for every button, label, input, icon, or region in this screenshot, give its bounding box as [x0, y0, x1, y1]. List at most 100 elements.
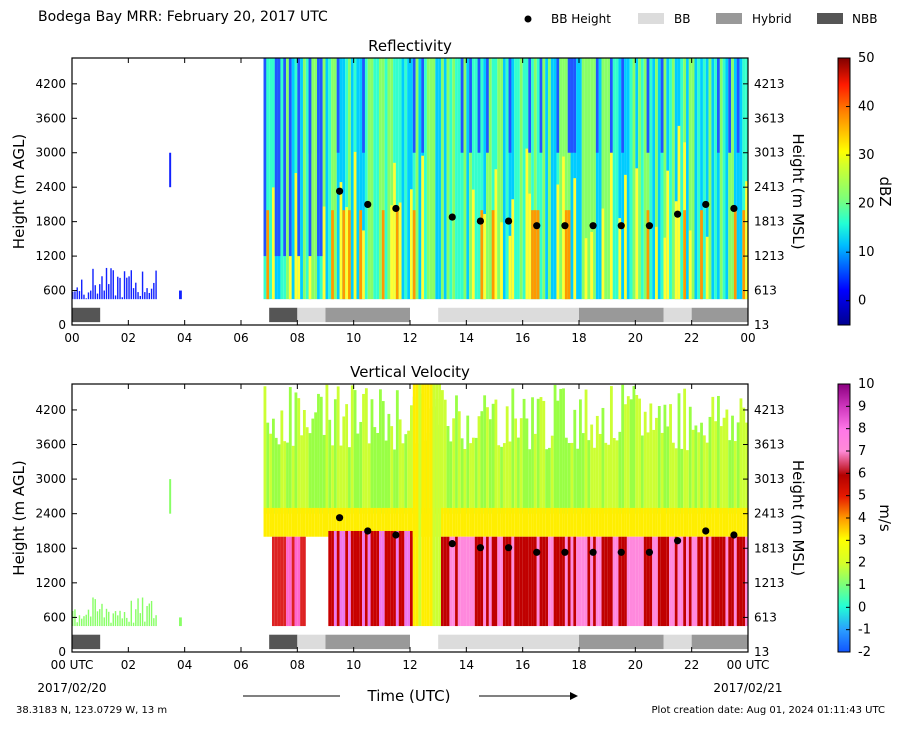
- refl-y-tick-label-right: 4213: [754, 77, 785, 91]
- station-location: 38.3183 N, 123.0729 W, 13 m: [16, 705, 168, 716]
- refl-y-tick-label: 2400: [35, 180, 66, 194]
- vel-y-tick-label: 0: [58, 645, 66, 659]
- refl-y-tick-label: 3000: [35, 146, 66, 160]
- date-start-label: 2017/02/20: [37, 681, 106, 695]
- vel-x-tick-label: 22: [684, 658, 699, 672]
- vel-bb-height-point: [645, 548, 654, 556]
- refl-bb-height-point: [364, 200, 372, 209]
- legend-bb-swatch: [638, 13, 664, 24]
- vel-bb-height-point: [702, 527, 710, 535]
- vel-y-axis-label: Height (m AGL): [10, 460, 28, 575]
- refl-bb-height-point: [730, 204, 738, 213]
- refl-x-tick-label: 16: [515, 331, 530, 345]
- refl-x-tick-label: 00: [64, 331, 79, 345]
- vel-panel-title: Vertical Velocity: [350, 363, 470, 381]
- vel-y-tick-label-right: 1813: [754, 541, 785, 555]
- vel-precip-segment-bb: [297, 634, 326, 650]
- vel-y-tick-label-right: 613: [754, 610, 777, 624]
- refl-y-tick-label: 1200: [35, 249, 66, 263]
- refl-precip-segment-hybrid: [691, 307, 748, 323]
- vel-x-tick-label: 14: [459, 658, 474, 672]
- refl-colorbar-tick-label: 30: [858, 148, 875, 163]
- refl-colorbar-tick-label: 0: [858, 294, 866, 309]
- refl-colorbar-tick-label: 20: [858, 197, 875, 212]
- refl-x-tick-label: 04: [177, 331, 192, 345]
- vel-colorbar-tick-label: 4: [858, 511, 866, 526]
- vel-bb-height-point: [730, 531, 738, 539]
- vel-y-tick-label: 600: [43, 610, 66, 624]
- refl-field: [72, 58, 748, 300]
- refl-y-tick-label: 1800: [35, 215, 66, 229]
- refl-precip-segment-nbb: [269, 307, 298, 323]
- refl-bb-height-point: [476, 217, 485, 225]
- refl-bb-height-point: [702, 200, 710, 209]
- vel-precip-segment-hybrid: [691, 634, 748, 650]
- vel-bb-height-point: [392, 531, 400, 539]
- vel-colorbar-tick-label: 6: [858, 466, 866, 481]
- vel-bb-height-point: [561, 548, 569, 556]
- refl-y-tick-label-right: 2413: [754, 180, 785, 194]
- refl-colorbar-tick-label: 40: [858, 100, 875, 115]
- legend-hybrid-swatch: [716, 13, 742, 24]
- refl-panel-title: Reflectivity: [368, 37, 452, 55]
- vel-bb-height-point: [364, 527, 372, 535]
- vel-bb-height-point: [589, 548, 597, 556]
- legend-nbb-swatch: [817, 13, 843, 24]
- refl-bb-height-point: [392, 204, 400, 213]
- legend-hybrid-label: Hybrid: [752, 12, 792, 26]
- refl-bb-height-point: [448, 213, 456, 221]
- vel-colorbar-tick-label: 7: [858, 444, 866, 459]
- vel-bb-height-point: [335, 514, 344, 522]
- vel-field: [72, 384, 748, 627]
- refl-bb-height-point: [504, 217, 513, 225]
- refl-x-tick-label: 12: [402, 331, 417, 345]
- vel-colorbar-tick-label: 8: [858, 422, 866, 437]
- refl-precip-segment-bb: [663, 307, 692, 323]
- refl-x-tick-label: 00: [740, 331, 755, 345]
- refl-precip-segment-bb: [438, 307, 579, 323]
- vel-x-tick-label: 06: [233, 658, 248, 672]
- vel-precip-segment-hybrid: [579, 634, 664, 650]
- refl-bb-height-point: [645, 222, 654, 230]
- vel-colorbar-tick-label: -2: [858, 645, 871, 660]
- vel-bb-height-point: [673, 537, 682, 545]
- refl-x-tick-label: 08: [290, 331, 305, 345]
- refl-precip-segment-hybrid: [579, 307, 664, 323]
- vel-bb-height-point: [476, 544, 485, 552]
- refl-x-tick-label: 10: [346, 331, 361, 345]
- refl-colorbar: [837, 57, 851, 326]
- vel-y-tick-label: 3600: [35, 438, 66, 452]
- vel-y-tick-label: 1800: [35, 541, 66, 555]
- x-axis-label: Time (UTC): [367, 687, 451, 705]
- vel-colorbar-tick-label: -1: [858, 623, 871, 638]
- vel-x-tick-label: 20: [628, 658, 643, 672]
- vel-precip-segment-bb: [663, 634, 692, 650]
- vel-y-tick-label: 1200: [35, 576, 66, 590]
- vel-x-tick-label: 04: [177, 658, 192, 672]
- vel-y-axis-label-right: Height (m MSL): [789, 460, 807, 576]
- refl-precip-segment-bb: [297, 307, 326, 323]
- vel-x-tick-label: 08: [290, 658, 305, 672]
- vel-colorbar-tick-label: 1: [858, 578, 866, 593]
- vel-y-tick-label-right: 1213: [754, 576, 785, 590]
- refl-y-tick-label: 3600: [35, 111, 66, 125]
- vel-x-tick-label: 12: [402, 658, 417, 672]
- refl-x-tick-label: 14: [459, 331, 474, 345]
- vel-bb-height-point: [533, 548, 541, 556]
- refl-colorbar-tick-label: 50: [858, 51, 875, 66]
- refl-y-axis-label: Height (m AGL): [10, 134, 28, 249]
- vel-colorbar-tick-label: 2: [858, 556, 866, 571]
- refl-bb-height-point: [533, 222, 541, 230]
- refl-x-tick-label: 02: [121, 331, 136, 345]
- refl-precip-segment-hybrid: [325, 307, 410, 323]
- refl-x-tick-label: 22: [684, 331, 699, 345]
- refl-colorbar-tick-label: 10: [858, 245, 875, 260]
- vel-x-tick-label: 00 UTC: [727, 658, 770, 672]
- refl-bb-height-point: [617, 222, 625, 230]
- refl-y-tick-label: 600: [43, 284, 66, 298]
- refl-y-tick-label-right: 13: [754, 318, 769, 332]
- vel-y-tick-label: 2400: [35, 507, 66, 521]
- refl-y-tick-label: 4200: [35, 77, 66, 91]
- vel-precip-segment-nbb: [269, 634, 298, 650]
